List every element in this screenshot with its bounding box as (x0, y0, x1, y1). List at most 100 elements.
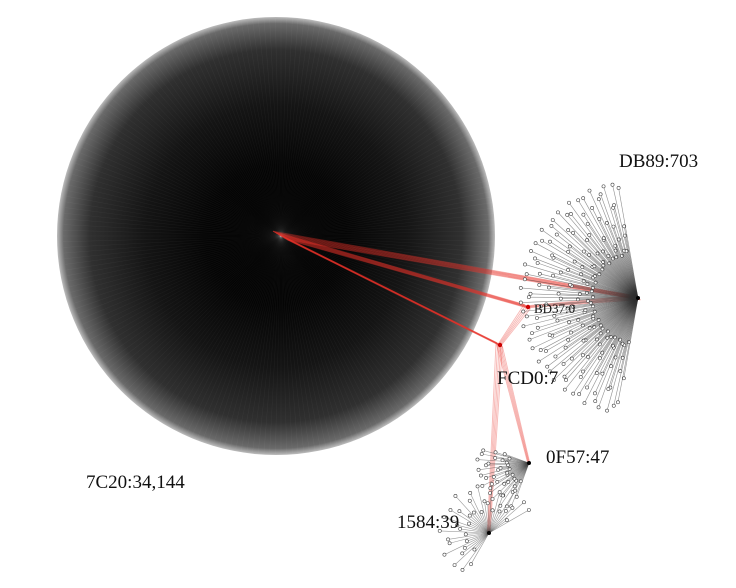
spoke-line (246, 20, 282, 237)
spoke-line (166, 235, 282, 423)
spoke-line (218, 235, 282, 446)
1584-leaf (462, 546, 467, 550)
spoke-line (64, 212, 282, 237)
db89-leaf (598, 192, 603, 197)
spoke-line (280, 235, 491, 299)
spoke-line (280, 19, 310, 237)
spoke-line (192, 235, 282, 436)
spoke-line (280, 235, 360, 440)
1584-leaf (442, 515, 447, 520)
1584-leaf (510, 505, 515, 510)
spoke-line (130, 77, 282, 237)
db89-leaf (587, 188, 592, 193)
db89-leaf (597, 217, 602, 221)
db89-leaf (571, 391, 576, 396)
1584-leaf (467, 513, 472, 518)
db89-leaf (529, 249, 533, 253)
spoke-line (280, 121, 468, 237)
db89-leaf (521, 324, 526, 329)
1584-leaf (504, 518, 509, 523)
1584-leaf (446, 537, 450, 542)
edge-7c20-bd37 (277, 233, 527, 307)
1584-edge (455, 495, 490, 534)
spoke-line (280, 184, 494, 237)
db89-edge (523, 297, 639, 312)
spoke-line (118, 235, 282, 383)
edge-7c20-bd37 (282, 236, 529, 308)
db89-leaf (553, 354, 558, 359)
spoke-line (111, 235, 282, 374)
1584-leaf (452, 563, 457, 567)
spoke-line (176, 44, 282, 237)
db89-leaf (524, 314, 529, 319)
1584-edge (439, 530, 490, 534)
spoke-line (157, 235, 282, 416)
spoke-line (107, 235, 282, 369)
1584-leaf (464, 539, 469, 544)
db89-edge (553, 297, 639, 381)
spoke-line (152, 59, 282, 237)
1584-edge (488, 511, 500, 534)
spoke-line (280, 59, 410, 237)
1584-leaf (522, 500, 526, 505)
db89-leaf (611, 403, 616, 408)
spoke-line (126, 81, 282, 237)
db89-leaf (616, 400, 620, 405)
db89-leaf (581, 369, 585, 374)
spoke-line (280, 235, 499, 242)
spoke-line (257, 235, 282, 453)
1584-edge (470, 532, 490, 565)
f057-leaf (475, 457, 480, 462)
1584-edge (460, 528, 490, 534)
f057-leaf (481, 448, 486, 453)
spoke-line (280, 235, 381, 431)
1584-edge (449, 532, 490, 544)
spoke-line (115, 235, 282, 378)
spoke-line (64, 207, 282, 237)
spoke-line (94, 235, 282, 351)
f057-edge (489, 462, 530, 494)
spoke-line (101, 235, 282, 360)
edge-fcd0-0f57 (495, 342, 528, 462)
spoke-line (280, 19, 305, 237)
spoke-line (280, 235, 391, 425)
spoke-line (269, 18, 282, 237)
db89-leaf (565, 306, 570, 311)
spoke-line (171, 235, 282, 425)
db89-leaf (526, 295, 531, 300)
1584-edge (488, 492, 500, 534)
spoke-line (280, 112, 461, 237)
db89-leaf (547, 369, 552, 374)
spoke-line (246, 235, 282, 452)
spoke-line (280, 107, 458, 237)
edge-fcd0-1584 (486, 342, 497, 532)
spoke-line (81, 147, 282, 237)
spoke-line (68, 235, 282, 288)
db89-leaf (551, 273, 555, 278)
db89-leaf (600, 371, 605, 376)
db89-leaf (523, 262, 527, 267)
spoke-line (134, 235, 282, 399)
1584-edge (477, 486, 490, 534)
spoke-line (139, 70, 282, 237)
db89-leaf (558, 296, 563, 301)
f057-hub (527, 461, 531, 465)
spoke-line (143, 66, 282, 237)
label-7c20: 7C20:34,144 (86, 472, 185, 493)
db89-leaf (551, 378, 556, 382)
spoke-line (134, 73, 282, 237)
db89-leaf (527, 337, 532, 342)
1584-leaf (447, 541, 452, 546)
spoke-line (280, 103, 455, 237)
spoke-line (280, 235, 444, 383)
db89-leaf (566, 267, 570, 272)
spoke-line (280, 235, 293, 454)
cluster-0f57 (475, 448, 531, 509)
db89-leaf (555, 318, 560, 323)
1584-edge (469, 500, 490, 534)
spoke-line (63, 235, 282, 242)
f057-leaf (484, 463, 488, 468)
spoke-line (252, 19, 282, 237)
spoke-line (280, 235, 386, 428)
1584-edge (487, 503, 490, 534)
